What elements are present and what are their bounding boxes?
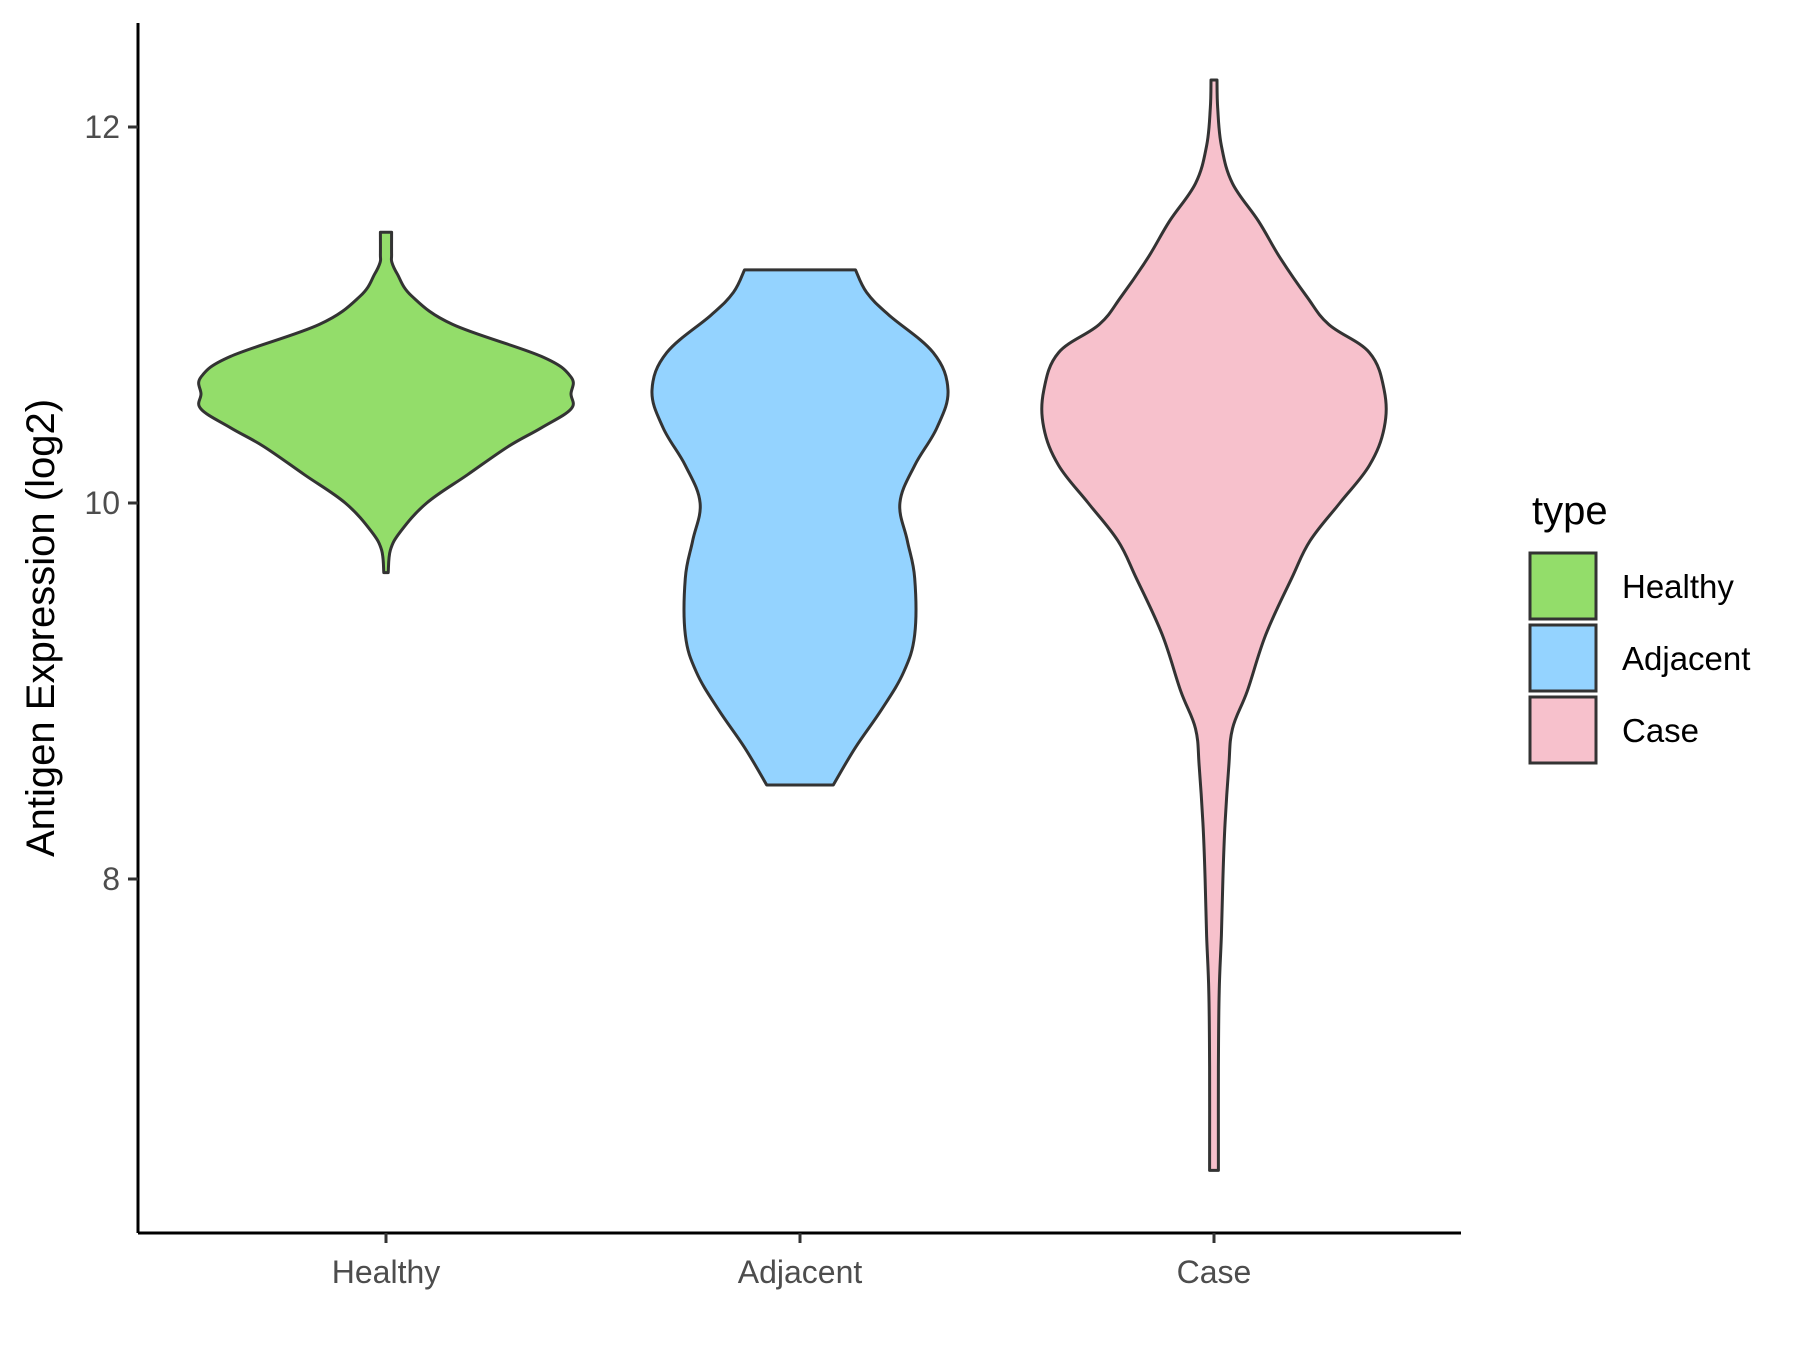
violin-healthy	[197, 230, 575, 575]
legend-label-case: Case	[1622, 712, 1699, 749]
x-tick-label: Healthy	[332, 1254, 441, 1290]
violin-adjacent	[650, 268, 950, 787]
y-tick-label: 8	[102, 861, 120, 897]
x-tick-label: Adjacent	[738, 1254, 863, 1290]
violin-case	[1040, 78, 1388, 1172]
legend-label-adjacent: Adjacent	[1622, 640, 1750, 677]
x-ticks: Healthy Adjacent Case	[332, 1233, 1252, 1290]
y-axis-title: Antigen Expression (log2)	[19, 399, 63, 857]
legend-title: type	[1532, 489, 1608, 533]
legend-key-healthy	[1528, 551, 1598, 621]
x-tick-label: Case	[1177, 1254, 1252, 1290]
legend-label-healthy: Healthy	[1622, 568, 1734, 605]
violins-layer	[197, 78, 1388, 1172]
legend-key-case	[1528, 695, 1598, 765]
y-ticks: 8 10 12	[84, 109, 138, 897]
legend: type Healthy Adjacent Case	[1528, 489, 1750, 765]
legend-key-adjacent	[1528, 623, 1598, 693]
y-tick-label: 10	[84, 485, 120, 521]
y-tick-label: 12	[84, 109, 120, 145]
